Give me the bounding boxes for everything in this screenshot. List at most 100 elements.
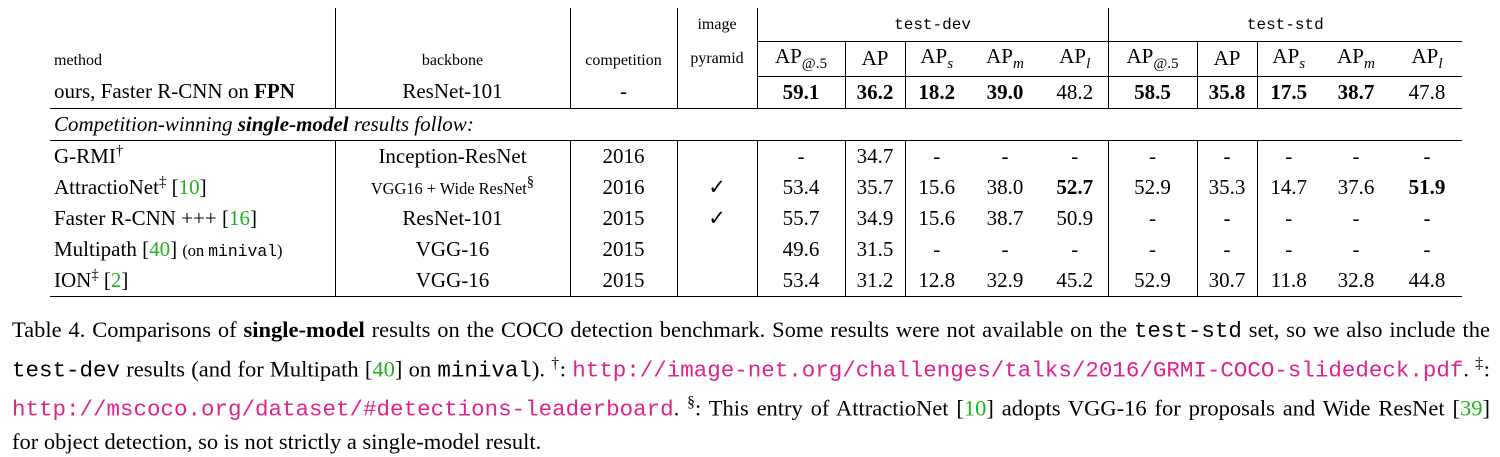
value: 34.9 (856, 205, 894, 230)
value-cell: 38.7 (1320, 76, 1393, 109)
value: - (1071, 143, 1079, 168)
text-segment: ours, Faster R-CNN on (54, 79, 255, 104)
method-cell: ours, Faster R-CNN on FPN (50, 76, 335, 109)
pyramid-cell (676, 233, 757, 265)
header-text: pyramid (690, 50, 744, 67)
text-segment: ResNet-101 (402, 205, 503, 230)
value: - (1423, 236, 1431, 261)
cell-text: 2015 (602, 267, 645, 292)
value-cell: - (1392, 140, 1462, 172)
header-cell: APl (1392, 41, 1463, 77)
value-cell: 12.8 (904, 264, 968, 297)
smallmono-segment: minival (208, 241, 277, 261)
text-segment: VGG-16 (415, 236, 490, 261)
value: - (933, 236, 941, 261)
sup-segment: § (687, 393, 695, 411)
pyramid-cell (676, 264, 757, 297)
data-row: ION‡ [2] VGG-16 2015 53.4 31.2 12.8 32.9 45.2 52… (50, 264, 1463, 297)
value-cell: 52.9 (1107, 171, 1198, 203)
value: - (1285, 143, 1293, 168)
text-segment: . (673, 395, 688, 421)
sup-segment: ‡ (158, 173, 167, 190)
text-segment: AttractioNet (54, 175, 159, 200)
value: 35.3 (1208, 174, 1246, 199)
value-cell: 38.7 (968, 203, 1042, 234)
value: 12.8 (918, 267, 956, 292)
cell-text: 2016 (602, 174, 645, 199)
value-cell: - (1392, 234, 1462, 265)
value: 31.5 (856, 236, 894, 261)
method-cell: ION‡ [2] (50, 264, 335, 297)
value-cell: 35.8 (1196, 76, 1258, 109)
header-text: competition (585, 52, 662, 69)
checkmark: ✓ (708, 205, 726, 230)
value-cell: - (1320, 140, 1392, 172)
competition-cell: - (569, 76, 677, 109)
bold-segment: single-model (243, 317, 365, 342)
ref-segment: 10 (178, 175, 200, 200)
value: 14.7 (1270, 174, 1308, 199)
value: 15.6 (918, 205, 956, 230)
value: 17.5 (1270, 79, 1308, 104)
header-cell: APl (1042, 41, 1109, 77)
value-cell: - (1320, 203, 1392, 234)
header-cell: AP@.5 (1107, 41, 1198, 77)
value: 35.8 (1208, 79, 1246, 104)
value-cell: 53.4 (756, 264, 845, 297)
text-segment: Multipath [ (54, 236, 150, 261)
value: 52.9 (1134, 174, 1171, 199)
text-segment: : (559, 356, 573, 382)
value-cell: 32.8 (1320, 264, 1393, 297)
value: 52.9 (1134, 267, 1171, 292)
header-row: method backbone competition image pyramid tes… (50, 8, 1463, 76)
value-cell: - (1107, 202, 1198, 234)
value: - (1285, 236, 1293, 261)
value-cell: - (1320, 234, 1392, 265)
value-cell: - (904, 140, 968, 172)
text-segment: results follow: (348, 111, 474, 136)
header-text: AP (920, 44, 948, 69)
value: - (1423, 143, 1431, 168)
data-row: AttractioNet‡ [10] VGG16 + Wide ResNet§ 20… (50, 171, 1462, 203)
value: - (1352, 205, 1360, 230)
caption: Table 4. Comparisons of single-model res… (12, 314, 1490, 457)
data-row: ours, Faster R-CNN on FPN ResNet-101 - 59.1… (50, 76, 1463, 109)
value: - (933, 143, 941, 168)
value: - (1223, 236, 1231, 261)
mono-segment: minival (437, 357, 532, 384)
value: 34.7 (856, 143, 894, 168)
mono-segment: test-dev (12, 357, 121, 384)
value-cell: 30.7 (1196, 264, 1258, 297)
value-cell: - (1256, 140, 1321, 172)
value-cell: 15.6 (904, 202, 968, 234)
text-segment: results on the COCO detection benchmark.… (364, 317, 1134, 342)
text-segment: ] on (394, 356, 438, 382)
sup-segment: † (551, 354, 560, 372)
link-segment: http://image-net.org/challenges/talks/20… (572, 357, 1464, 384)
value: 49.6 (782, 236, 820, 261)
value: 44.8 (1408, 267, 1446, 292)
header-cell: AP@.5 (756, 41, 845, 77)
value-cell: 32.9 (968, 264, 1042, 297)
value-cell: - (1042, 140, 1108, 172)
value-cell: 47.8 (1392, 76, 1463, 109)
value: 45.2 (1056, 267, 1094, 292)
value-cell: 49.6 (756, 233, 845, 265)
cell-text: 2015 (602, 236, 645, 261)
value-cell: - (1196, 202, 1258, 234)
value: 35.7 (856, 174, 894, 199)
cell-text: 2016 (602, 143, 645, 168)
text-segment: results (and for Multipath [ (120, 356, 373, 382)
header-sub: l (1438, 56, 1443, 73)
value: 30.7 (1208, 267, 1246, 292)
method-cell: Multipath [40] (on minival) (50, 234, 335, 265)
header-cell: AP (1196, 41, 1258, 77)
text-segment: set, so we also include the (1241, 317, 1490, 342)
header-text: AP (1059, 44, 1087, 69)
method-cell: G-RMI† (50, 140, 335, 172)
ref-segment: 40 (149, 236, 171, 261)
value-cell: 48.2 (1042, 76, 1109, 109)
value: - (1223, 143, 1231, 168)
value: 32.8 (1337, 267, 1375, 292)
header-text: AP (1411, 44, 1439, 69)
